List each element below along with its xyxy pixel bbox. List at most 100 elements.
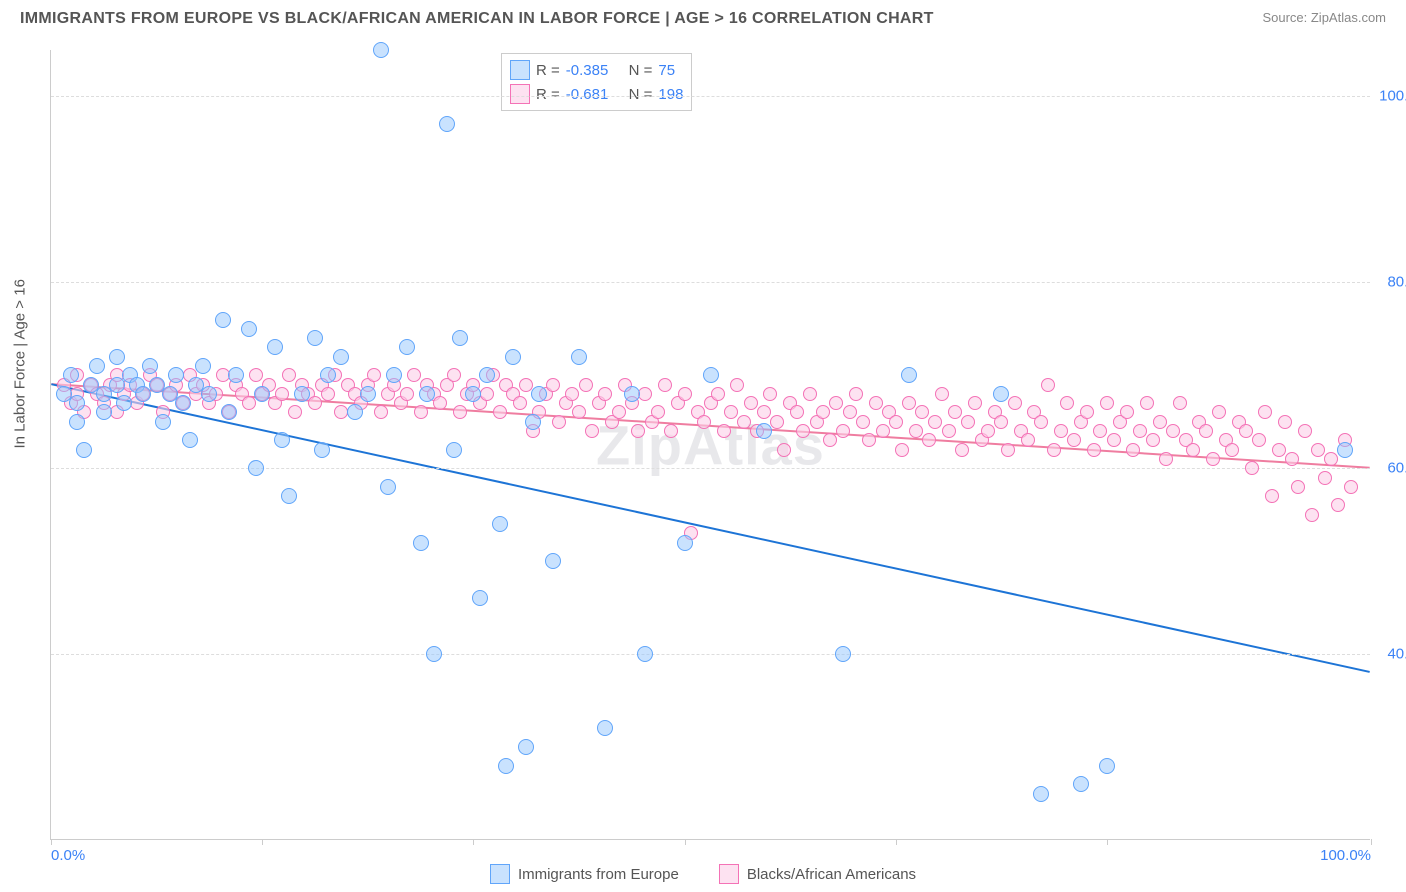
- source-text: Source: ZipAtlas.com: [1262, 10, 1386, 25]
- data-point: [843, 405, 857, 419]
- data-point: [109, 349, 125, 365]
- data-point: [116, 395, 132, 411]
- data-point: [492, 516, 508, 532]
- data-point: [638, 387, 652, 401]
- data-point: [631, 424, 645, 438]
- data-point: [433, 396, 447, 410]
- data-point: [242, 396, 256, 410]
- data-point: [1311, 443, 1325, 457]
- data-point: [1126, 443, 1140, 457]
- data-point: [816, 405, 830, 419]
- data-point: [1212, 405, 1226, 419]
- correlation-legend: R = -0.385 N = 75 R = -0.681 N = 198: [501, 53, 692, 111]
- data-point: [1278, 415, 1292, 429]
- data-point: [849, 387, 863, 401]
- data-point: [241, 321, 257, 337]
- data-point: [367, 368, 381, 382]
- data-point: [836, 424, 850, 438]
- y-tick-label: 60.0%: [1387, 460, 1406, 477]
- data-point: [1344, 480, 1358, 494]
- data-point: [737, 415, 751, 429]
- data-point: [597, 720, 613, 736]
- data-point: [347, 404, 363, 420]
- data-point: [1060, 396, 1074, 410]
- data-point: [902, 396, 916, 410]
- data-point: [598, 387, 612, 401]
- data-point: [585, 424, 599, 438]
- data-point: [142, 358, 158, 374]
- data-point: [419, 386, 435, 402]
- x-tick-label: 0.0%: [51, 847, 85, 864]
- plot-area: ZipAtlas R = -0.385 N = 75 R = -0.681 N …: [50, 50, 1370, 840]
- data-point: [1054, 424, 1068, 438]
- gridline-h: [51, 282, 1370, 283]
- trend-lines: [51, 50, 1370, 839]
- data-point: [407, 368, 421, 382]
- data-point: [221, 404, 237, 420]
- data-point: [155, 414, 171, 430]
- data-point: [228, 367, 244, 383]
- data-point: [380, 479, 396, 495]
- data-point: [579, 378, 593, 392]
- data-point: [254, 386, 270, 402]
- data-point: [168, 367, 184, 383]
- data-point: [373, 42, 389, 58]
- data-point: [308, 396, 322, 410]
- data-point: [889, 415, 903, 429]
- data-point: [770, 415, 784, 429]
- r-label-2: R =: [536, 86, 560, 103]
- data-point: [922, 433, 936, 447]
- data-point: [400, 387, 414, 401]
- data-point: [869, 396, 883, 410]
- data-point: [1206, 452, 1220, 466]
- gridline-h: [51, 654, 1370, 655]
- data-point: [717, 424, 731, 438]
- data-point: [452, 330, 468, 346]
- data-point: [1305, 508, 1319, 522]
- data-point: [479, 367, 495, 383]
- data-point: [1146, 433, 1160, 447]
- data-point: [942, 424, 956, 438]
- data-point: [1153, 415, 1167, 429]
- data-point: [546, 378, 560, 392]
- data-point: [69, 395, 85, 411]
- data-point: [439, 116, 455, 132]
- r-label-1: R =: [536, 62, 560, 79]
- data-point: [531, 386, 547, 402]
- data-point: [796, 424, 810, 438]
- data-point: [968, 396, 982, 410]
- data-point: [1239, 424, 1253, 438]
- data-point: [1173, 396, 1187, 410]
- data-point: [711, 387, 725, 401]
- n-label-2: N =: [629, 86, 653, 103]
- data-point: [895, 443, 909, 457]
- data-point: [612, 405, 626, 419]
- data-point: [472, 590, 488, 606]
- data-point: [697, 415, 711, 429]
- data-point: [935, 387, 949, 401]
- data-point: [288, 405, 302, 419]
- data-point: [1073, 776, 1089, 792]
- series1-label: Immigrants from Europe: [518, 866, 679, 883]
- data-point: [1021, 433, 1035, 447]
- data-point: [63, 367, 79, 383]
- data-point: [994, 415, 1008, 429]
- x-tick-mark: [685, 839, 686, 845]
- data-point: [1291, 480, 1305, 494]
- data-point: [333, 349, 349, 365]
- data-point: [96, 404, 112, 420]
- data-point: [447, 368, 461, 382]
- data-point: [480, 387, 494, 401]
- data-point: [1199, 424, 1213, 438]
- x-tick-mark: [896, 839, 897, 845]
- data-point: [1331, 498, 1345, 512]
- data-point: [823, 433, 837, 447]
- data-point: [961, 415, 975, 429]
- data-point: [909, 424, 923, 438]
- data-point: [1067, 433, 1081, 447]
- data-point: [426, 646, 442, 662]
- data-point: [1140, 396, 1154, 410]
- data-point: [1186, 443, 1200, 457]
- data-point: [658, 378, 672, 392]
- data-point: [763, 387, 777, 401]
